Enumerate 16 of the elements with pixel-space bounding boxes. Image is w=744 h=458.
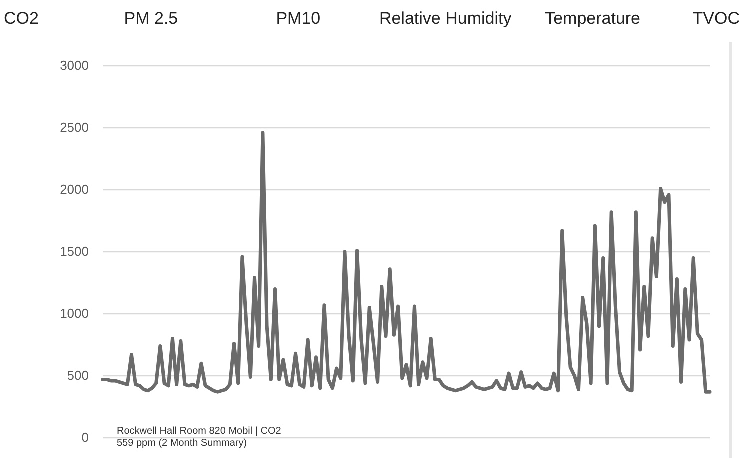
text: PM 2.5: [124, 9, 178, 28]
annotation: 559 ppm (2 Month Summary): [117, 438, 248, 449]
text: Temperature: [545, 9, 641, 28]
y-tick-label: 3000: [60, 58, 89, 73]
text: PM10: [276, 9, 321, 28]
y-tick-label: 500: [67, 368, 89, 383]
line-series: [101, 131, 712, 394]
y-tick-label: 1500: [60, 244, 89, 259]
text: CO2: [4, 9, 39, 28]
text: Relative Humidity: [379, 9, 512, 28]
y-tick-label: 1000: [60, 306, 89, 321]
annotation: Rockwell Hall Room 820 Mobil | CO2: [117, 426, 282, 437]
text: TVOC: [692, 9, 740, 28]
y-tick-label: 2500: [60, 120, 89, 135]
y-tick-label: 0: [82, 430, 89, 445]
y-tick-label: 2000: [60, 182, 89, 197]
